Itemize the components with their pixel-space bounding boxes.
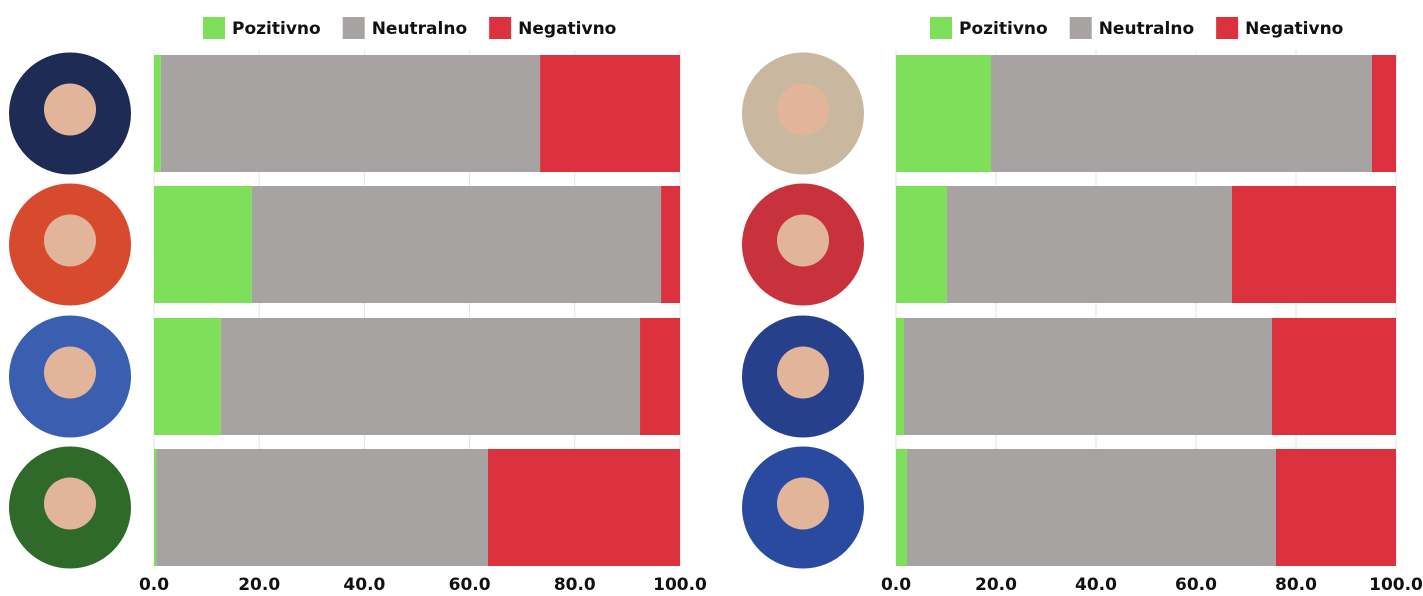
bar-segment <box>156 449 488 566</box>
bar-segment <box>907 449 1276 566</box>
legend-label: Neutralno <box>1099 19 1194 39</box>
bar-segment <box>154 186 252 303</box>
bar-segment <box>154 318 221 435</box>
x-tick-label: 60.0 <box>449 575 491 595</box>
x-tick-label: 60.0 <box>1175 575 1217 595</box>
legend-label: Negativno <box>1245 19 1343 39</box>
x-tick-label: 20.0 <box>238 575 280 595</box>
bar-segment <box>896 55 991 172</box>
avatar-face <box>44 478 96 530</box>
x-tick-label: 100.0 <box>1369 575 1423 595</box>
bar-segment <box>1232 186 1396 303</box>
avatar-face <box>777 347 829 399</box>
bar-segment <box>1276 449 1396 566</box>
legend-swatch <box>343 17 365 39</box>
avatar-face <box>44 84 96 136</box>
bar-segment <box>904 318 1272 435</box>
x-tick-label: 40.0 <box>343 575 385 595</box>
bar-segment <box>252 186 661 303</box>
x-tick-label: 0.0 <box>881 575 911 595</box>
avatar-face <box>44 215 96 267</box>
x-tick-label: 80.0 <box>554 575 596 595</box>
x-tick-label: 40.0 <box>1075 575 1117 595</box>
avatar-face <box>44 347 96 399</box>
legend-label: Pozitivno <box>959 19 1048 39</box>
avatar-face <box>777 215 829 267</box>
avatar-face <box>777 478 829 530</box>
legend-swatch <box>489 17 511 39</box>
legend-swatch <box>1070 17 1092 39</box>
avatar-face <box>777 84 829 136</box>
x-tick-label: 100.0 <box>653 575 707 595</box>
page: 0.0 20.0 40.0 60.0 80.0 100.0 Pozitivno Neutral… <box>0 0 1423 596</box>
bar-segment <box>161 55 540 172</box>
legend-label: Negativno <box>518 19 616 39</box>
x-tick-label: 80.0 <box>1275 575 1317 595</box>
bar-segment <box>1272 318 1396 435</box>
x-tick-label: 20.0 <box>975 575 1017 595</box>
bar-segment <box>947 186 1232 303</box>
bar-segment <box>540 55 680 172</box>
bar-segment <box>991 55 1372 172</box>
bar-segment <box>221 318 640 435</box>
bar-segment <box>896 186 947 303</box>
bar-segment <box>1372 55 1396 172</box>
legend-swatch <box>203 17 225 39</box>
legend-label: Pozitivno <box>232 19 321 39</box>
bar-segment <box>154 449 156 566</box>
bar-segment <box>488 449 680 566</box>
legend-label: Neutralno <box>372 19 467 39</box>
bar-segment <box>640 318 680 435</box>
bar-segment <box>154 55 161 172</box>
bar-segment <box>661 186 680 303</box>
bar-segment <box>896 449 907 566</box>
legend-swatch <box>1216 17 1238 39</box>
bar-segment <box>896 318 904 435</box>
x-tick-label: 0.0 <box>139 575 169 595</box>
legend-swatch <box>930 17 952 39</box>
